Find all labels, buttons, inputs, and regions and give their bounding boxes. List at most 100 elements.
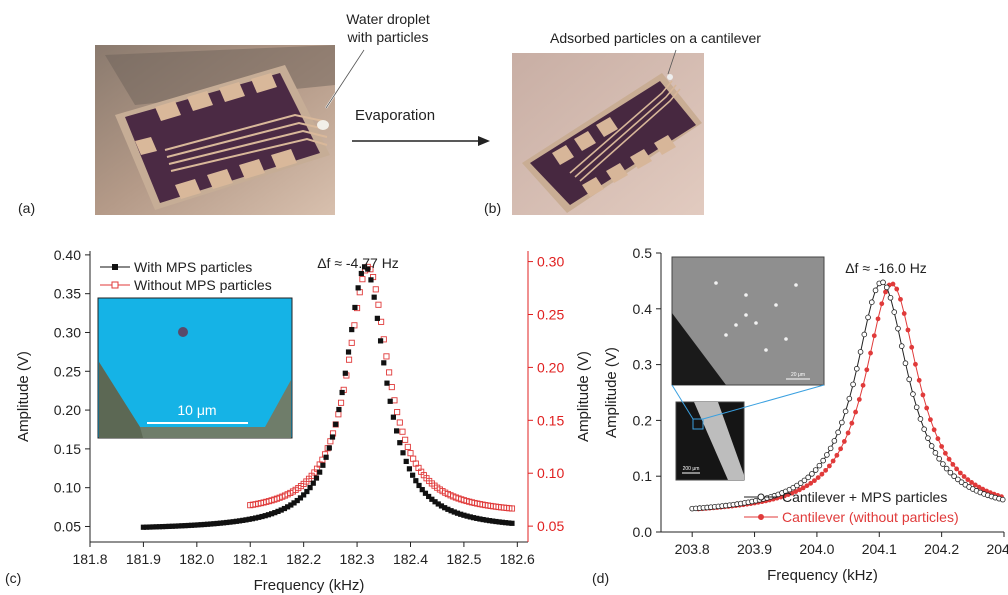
- delta-f-annotation-d: Δf ≈ -16.0 Hz: [845, 260, 927, 276]
- legend-label-with: Cantilever + MPS particles: [782, 489, 947, 505]
- legend-label-without: Without MPS particles: [134, 277, 272, 293]
- point-with-particles: [349, 326, 355, 333]
- point-with-particles: [416, 482, 422, 489]
- y-tick-label-left: 0.15: [54, 441, 81, 457]
- point-with-particles: [156, 524, 163, 530]
- point-with-particles: [797, 480, 804, 486]
- point-without-particles: [890, 281, 896, 287]
- y-tick-label-left: 0.30: [54, 324, 81, 340]
- sem-particle: [754, 321, 758, 325]
- point-with-particles: [291, 500, 297, 506]
- point-with-particles: [921, 426, 927, 432]
- point-without-particles: [407, 450, 414, 457]
- point-without-particles: [812, 478, 817, 484]
- point-with-particles: [454, 510, 461, 516]
- legend-marker-without: [758, 514, 764, 520]
- point-without-particles: [894, 286, 900, 292]
- point-without-particles: [916, 377, 922, 383]
- point-without-particles: [396, 419, 403, 426]
- y-tick-label-left: 0.05: [54, 518, 81, 534]
- x-axis-title: Frequency (kHz): [767, 567, 878, 584]
- x-tick-label: 182.1: [233, 551, 268, 567]
- point-with-particles: [842, 408, 849, 415]
- x-tick-label: 181.9: [126, 551, 161, 567]
- point-with-particles: [509, 520, 515, 526]
- point-with-particles: [384, 380, 390, 386]
- point-without-particles: [335, 411, 342, 418]
- point-with-particles: [220, 520, 227, 526]
- point-with-particles: [451, 509, 457, 515]
- sem-large-edge: [672, 313, 726, 385]
- point-with-particles: [831, 438, 838, 444]
- point-with-particles: [288, 502, 294, 508]
- point-with-particles: [249, 516, 255, 522]
- point-with-particles: [169, 523, 175, 529]
- y-tick-label: 0.0: [633, 524, 653, 540]
- point-with-particles: [403, 458, 409, 465]
- point-without-particles: [351, 322, 358, 329]
- point-with-particles: [182, 523, 188, 529]
- point-with-particles: [371, 294, 377, 300]
- point-without-particles: [961, 474, 967, 479]
- droplet-callout: Water droplet with particles: [346, 11, 430, 45]
- point-with-particles: [361, 264, 368, 270]
- point-without-particles: [957, 470, 963, 476]
- point-without-particles: [972, 482, 978, 488]
- point-without-particles: [954, 466, 960, 472]
- point-without-particles: [830, 458, 836, 464]
- sem-particle: [724, 333, 728, 337]
- point-without-particles: [346, 356, 353, 363]
- point-with-particles: [490, 518, 496, 524]
- point-with-particles: [313, 475, 320, 481]
- point-with-particles: [342, 370, 348, 376]
- point-with-particles: [358, 270, 364, 277]
- point-with-particles: [426, 493, 432, 500]
- y-tick-label-left: 0.40: [54, 247, 81, 263]
- y-axis-title-right: Amplitude (V): [575, 351, 592, 442]
- point-without-particles: [868, 350, 873, 356]
- point-without-particles: [946, 456, 952, 462]
- point-with-particles: [891, 309, 898, 315]
- inset-particle: [178, 327, 188, 337]
- point-with-particles: [406, 466, 413, 472]
- point-without-particles: [348, 339, 355, 346]
- point-with-particles: [846, 395, 853, 402]
- x-axis-title: Frequency (kHz): [254, 577, 365, 594]
- delta-f-annotation-c: Δf ≈ -4.77 Hz: [317, 255, 399, 271]
- x-tick-label: 181.8: [72, 551, 107, 567]
- point-with-particles: [301, 492, 307, 498]
- point-with-particles: [898, 343, 905, 349]
- point-without-particles: [841, 439, 847, 444]
- point-without-particles: [965, 477, 971, 483]
- point-with-particles: [801, 477, 808, 484]
- point-with-particles: [352, 304, 358, 311]
- point-with-particles: [140, 524, 147, 530]
- point-without-particles: [402, 436, 409, 443]
- point-without-particles: [924, 405, 930, 411]
- point-with-particles: [474, 515, 480, 521]
- point-with-particles: [326, 445, 332, 451]
- y-tick-label-left: 0.20: [54, 402, 81, 418]
- point-with-particles: [506, 520, 512, 526]
- y-tick-label-right: 0.30: [537, 254, 564, 270]
- point-with-particles: [480, 516, 486, 523]
- point-with-particles: [336, 406, 342, 413]
- point-with-particles: [201, 521, 207, 528]
- sem-zoom-box: [692, 418, 704, 430]
- point-with-particles: [390, 414, 396, 420]
- sem-particle: [744, 293, 748, 297]
- point-with-particles: [883, 284, 890, 291]
- point-without-particles: [853, 409, 858, 415]
- y-tick-label-left: 0.10: [54, 480, 81, 496]
- point-without-particles: [860, 382, 866, 388]
- y-tick-label: 0.5: [633, 245, 653, 261]
- point-with-particles: [188, 522, 195, 528]
- droplet-callout-line: [325, 49, 365, 109]
- point-with-particles: [233, 518, 239, 524]
- point-with-particles: [872, 287, 879, 294]
- sem-small-scale-label: 200 μm: [683, 466, 700, 472]
- point-with-particles: [461, 512, 467, 518]
- y-axis-title-left: Amplitude (V): [15, 351, 32, 442]
- point-with-particles: [144, 524, 150, 530]
- point-with-particles: [868, 299, 875, 305]
